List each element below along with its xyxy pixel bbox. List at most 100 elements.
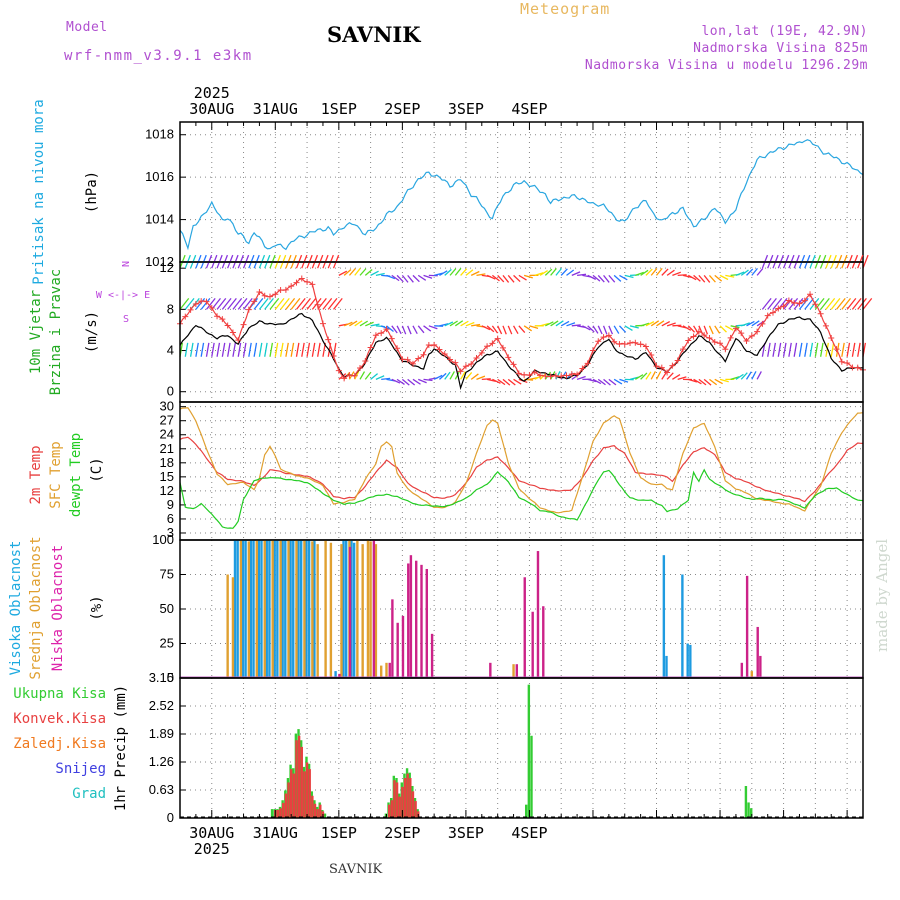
gust-marker [828, 335, 835, 342]
bar-cloud [273, 540, 276, 678]
wind-direction-arrow [423, 378, 433, 382]
bar-precip [279, 808, 282, 818]
gust-marker [277, 286, 284, 293]
gust-marker [346, 372, 353, 379]
ytick-label: 8 [167, 301, 174, 316]
wind-direction-arrow [730, 325, 740, 329]
wind-direction-arrow [253, 342, 258, 357]
bar-precip [527, 684, 531, 818]
wind-direction-arrow [216, 297, 227, 310]
gust-marker [388, 335, 395, 342]
bar-cloud [307, 540, 311, 678]
bar-cloud [342, 540, 345, 678]
wind-direction-arrow [719, 274, 729, 281]
gust-marker [404, 356, 411, 363]
bar-cloud [295, 540, 298, 678]
wind-direction-arrow [592, 378, 602, 385]
day-label-top: 2SEP [384, 100, 420, 118]
wind-direction-arrow [439, 372, 447, 380]
bar-cloud [531, 611, 534, 678]
gust-marker [764, 312, 771, 319]
wind-direction-arrow [375, 272, 385, 277]
wind-direction-arrow [539, 270, 548, 276]
gust-marker [754, 328, 761, 335]
gust-marker [637, 341, 644, 348]
wind-direction-arrow [386, 325, 394, 332]
gust-marker [584, 360, 591, 367]
gust-marker [849, 364, 856, 371]
bar-cloud [489, 662, 492, 678]
gust-marker [600, 334, 607, 341]
bar-cloud [329, 542, 333, 678]
bar-cloud [284, 540, 287, 678]
bar-cloud [750, 671, 754, 678]
wind-direction-arrow [603, 378, 611, 386]
wind-direction-arrow [698, 378, 707, 386]
ylabel-pressure: Pritisak na nivou mora [31, 99, 47, 284]
gust-marker [462, 363, 469, 370]
gust-marker [605, 332, 612, 339]
bar-cloud [379, 665, 383, 678]
wind-direction-arrow [587, 325, 595, 333]
gust-marker [791, 299, 798, 306]
wind-direction-arrow [788, 297, 799, 310]
wind-direction-arrow [629, 325, 639, 329]
wind-direction-arrow [756, 371, 762, 380]
series-line-pritisak [179, 139, 864, 251]
wind-direction-arrow [566, 269, 575, 276]
wind-direction-arrow [396, 274, 404, 283]
ylabel-pressure-unit: (hPa) [84, 171, 100, 213]
bar-cloud [523, 577, 526, 678]
bar-cloud [374, 544, 378, 678]
gust-marker [717, 340, 724, 347]
wind-direction-arrow [295, 297, 306, 310]
wind-direction-arrow [555, 320, 564, 327]
ylabel-t2m: 2m Temp [28, 445, 44, 504]
gust-marker [198, 298, 205, 305]
wind-direction-arrow [772, 342, 777, 357]
gust-marker [616, 341, 623, 348]
wind-direction-arrow [545, 321, 554, 327]
wind-direction-arrow [645, 321, 655, 327]
series-line-dewpt-temp [179, 468, 864, 529]
bar-cloud [268, 540, 271, 678]
wind-direction-arrow [592, 325, 599, 334]
wind-direction-arrow [301, 297, 311, 310]
wind-direction-arrow [597, 274, 605, 283]
bar-cloud [279, 540, 282, 678]
bar-cloud [289, 540, 292, 678]
wind-direction-arrow [290, 297, 301, 310]
wind-direction-arrow [407, 274, 414, 283]
gust-marker [589, 347, 596, 354]
wind-direction-arrow [232, 342, 236, 357]
gust-marker [325, 336, 332, 343]
wind-direction-arrow [370, 323, 380, 327]
year-label-bottom: 2025 [194, 840, 230, 858]
wind-direction-arrow [269, 342, 274, 357]
wind-direction-arrow [423, 325, 432, 332]
day-label-bottom: 4SEP [511, 824, 547, 842]
bar-cloud [686, 643, 689, 678]
wind-direction-arrow [417, 325, 425, 334]
gust-marker [293, 279, 300, 286]
wind-direction-arrow [708, 274, 716, 283]
gust-marker [531, 369, 538, 376]
wind-direction-arrow [258, 342, 263, 357]
gust-marker [515, 370, 522, 377]
gust-marker [309, 281, 316, 288]
wind-direction-arrow [841, 297, 852, 310]
wind-direction-arrow [497, 274, 505, 283]
gust-marker [727, 334, 734, 341]
wind-direction-arrow [529, 325, 539, 330]
wind-direction-arrow [539, 322, 549, 327]
wind-direction-arrow [481, 325, 491, 331]
wind-direction-arrow [512, 325, 519, 334]
wind-direction-arrow [381, 377, 391, 380]
wind-direction-arrow [677, 274, 687, 277]
bar-precip [411, 791, 415, 818]
wind-direction-arrow [407, 325, 412, 335]
wind-direction-arrow [306, 297, 317, 310]
wind-direction-arrow [306, 342, 311, 357]
ytick-label: 25 [160, 636, 174, 651]
wind-direction-arrow [682, 325, 692, 331]
